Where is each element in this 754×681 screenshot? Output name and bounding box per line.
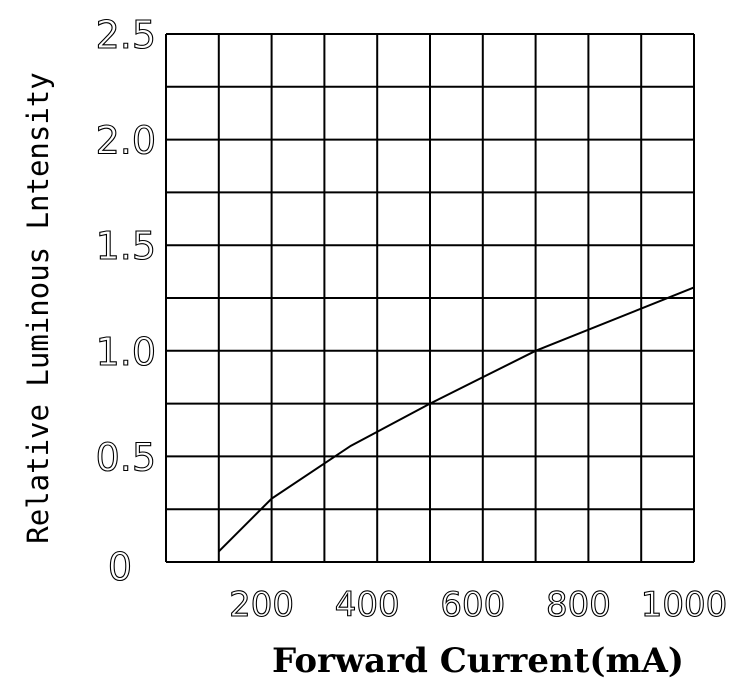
x-tick-label: 1000: [641, 585, 728, 625]
x-tick-label: 800: [546, 585, 611, 625]
y-tick-label: 0: [108, 545, 132, 589]
y-tick-label: 2.5: [96, 13, 156, 57]
x-tick-label: 400: [335, 585, 400, 625]
y-tick-label: 1.0: [96, 330, 156, 374]
series-group: [218, 286, 695, 553]
series-line: [218, 286, 695, 553]
x-tick-label: 200: [229, 585, 294, 625]
y-tick-labels: 0 0.5 1.0 1.5 2.0 2.5: [95, 12, 157, 589]
y-axis-label: Relative Luminous Lntensity: [21, 72, 55, 543]
y-tick-label: 1.5: [96, 224, 156, 268]
y-tick-label: 0.5: [96, 435, 156, 479]
x-tick-label: 600: [440, 585, 505, 625]
grid: [165, 33, 695, 563]
x-axis-label: Forward Current(mA): [272, 641, 684, 681]
x-tick-labels: 200 400 600 800 1000: [229, 584, 728, 625]
y-tick-label: 2.0: [96, 119, 156, 163]
